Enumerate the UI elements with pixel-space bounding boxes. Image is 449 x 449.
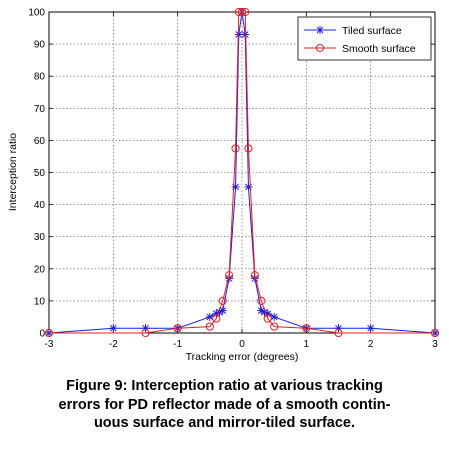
- marker-stroke: [206, 313, 214, 321]
- data-point-star: [270, 312, 279, 321]
- legend-box: [297, 16, 432, 61]
- data-point-circle: [241, 7, 250, 17]
- marker-stroke: [257, 307, 265, 314]
- marker-stroke: [235, 31, 243, 38]
- marker-stroke: [261, 308, 268, 316]
- marker-stroke: [219, 307, 227, 314]
- x-axis-label: Tracking error (degrees): [186, 351, 299, 363]
- x-tick-label: 0: [239, 339, 245, 350]
- y-tick-label: 90: [34, 40, 46, 51]
- marker-stroke: [109, 324, 117, 332]
- data-point-circle: [263, 314, 272, 323]
- legend-marker-smooth: [315, 43, 325, 53]
- data-point-circle: [212, 314, 221, 323]
- y-tick-label: 50: [34, 168, 46, 179]
- data-point-star: [257, 306, 266, 315]
- data-point-circle: [205, 322, 214, 331]
- y-tick-label: 60: [34, 136, 46, 147]
- y-axis-label: Interception ratio: [7, 133, 19, 211]
- data-point-star: [231, 182, 240, 191]
- y-tick-label: 0: [39, 329, 45, 340]
- data-point-circle: [173, 324, 182, 333]
- y-tick-label: 20: [34, 264, 46, 275]
- data-point-circle: [257, 296, 266, 305]
- caption-line-2: errors for PD reflector made of a smooth…: [58, 396, 391, 413]
- data-point-circle: [244, 144, 253, 153]
- data-point-circle: [250, 271, 259, 280]
- caption-line-1: Figure 9: Interception ratio at various …: [66, 378, 383, 394]
- y-tick-label: 30: [34, 232, 46, 243]
- data-point-circle: [430, 328, 440, 338]
- y-tick-label: 10: [34, 296, 46, 307]
- x-tick-label: -3: [45, 339, 54, 350]
- marker-stroke: [241, 31, 249, 38]
- legend-marker-tiled: [316, 26, 324, 34]
- figure-caption: Figure 9: Interception ratio at various …: [0, 377, 449, 433]
- data-point-circle: [234, 7, 243, 17]
- grid: [49, 12, 435, 333]
- caption-line-3: uous surface and mirror-tiled surface.: [93, 415, 356, 431]
- data-point-star: [109, 324, 118, 333]
- data-point-star: [244, 182, 253, 191]
- series-layer: [44, 7, 440, 338]
- legend-circle-marker: [315, 43, 325, 53]
- x-tick-label: 1: [304, 339, 310, 350]
- x-tick-label: -2: [109, 339, 118, 350]
- marker-stroke: [270, 313, 278, 321]
- y-tick-label: 80: [34, 72, 46, 83]
- data-point-circle: [302, 324, 311, 333]
- data-point-circle: [44, 328, 54, 338]
- marker-stroke: [316, 26, 324, 34]
- data-point-circle: [334, 328, 343, 338]
- data-point-circle: [270, 322, 279, 331]
- x-tick-label: -1: [173, 339, 182, 350]
- data-point-star: [218, 306, 227, 315]
- data-point-circle: [141, 328, 150, 338]
- marker-stroke: [367, 324, 375, 332]
- x-tick-label: 3: [432, 339, 438, 350]
- legend-label-smooth: Smooth surface: [342, 43, 416, 55]
- legend-star-marker: [316, 26, 324, 34]
- y-tick-label: 70: [34, 104, 46, 115]
- legend: Tiled surface Smooth surface: [297, 16, 432, 61]
- data-point-star: [366, 324, 375, 333]
- data-point-circle: [218, 296, 227, 305]
- series-smooth: [44, 7, 440, 338]
- legend-label-tiled: Tiled surface: [342, 25, 402, 37]
- data-point-circle: [225, 271, 234, 280]
- y-tick-label: 40: [34, 200, 46, 211]
- y-tick-label: 100: [28, 8, 45, 19]
- data-point-circle: [231, 144, 240, 153]
- data-point-circle: [237, 7, 247, 17]
- x-tick-label: 2: [368, 339, 374, 350]
